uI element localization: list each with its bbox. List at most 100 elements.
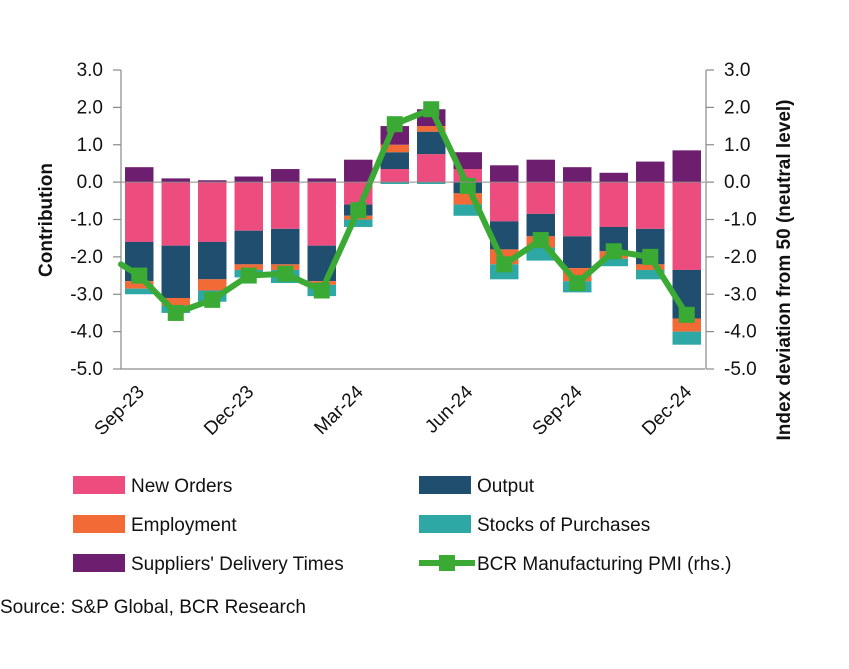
right-y-tick-label: 2.0 xyxy=(724,97,750,118)
bar-segment-output xyxy=(526,213,555,237)
right-y-tick-label: -4.0 xyxy=(724,322,757,343)
legend-label: New Orders xyxy=(131,476,232,497)
legend-color-swatch xyxy=(73,515,125,533)
legend-line-marker xyxy=(439,555,455,571)
legend-label: Output xyxy=(477,476,535,497)
pmi-point-marker xyxy=(569,275,586,292)
pmi-point-marker xyxy=(131,267,148,284)
pmi-line-series xyxy=(118,101,695,323)
right-y-tick-label: -3.0 xyxy=(724,284,757,305)
x-tick-label: Sep-23 xyxy=(91,382,149,440)
left-y-tick-label: -3.0 xyxy=(70,284,103,305)
left-y-tick-label: -4.0 xyxy=(70,322,103,343)
bar-segment-suppliers-delivery-times xyxy=(563,167,592,183)
pmi-point-marker xyxy=(496,256,513,273)
bar-segment-output xyxy=(161,245,190,298)
right-y-tick-label: -2.0 xyxy=(724,247,757,268)
legend-label: Employment xyxy=(131,515,237,536)
right-y-tick-label: 1.0 xyxy=(724,135,750,156)
bar-segment-suppliers-delivery-times xyxy=(344,159,373,183)
bar-segment-employment xyxy=(453,193,482,205)
bar-segment-stocks-of-purchases xyxy=(417,182,446,184)
bar-segment-employment xyxy=(380,144,409,153)
bar-segment-employment xyxy=(125,281,154,289)
pmi-point-marker xyxy=(386,116,403,133)
bar-segment-new-orders xyxy=(307,182,336,246)
bar-segment-output xyxy=(417,131,446,155)
legend-label: Suppliers' Delivery Times xyxy=(131,554,344,575)
pmi-point-marker xyxy=(204,291,221,308)
x-tick-label: Dec-23 xyxy=(200,382,258,440)
bar-segment-suppliers-delivery-times xyxy=(198,180,227,183)
left-y-tick-label: 1.0 xyxy=(77,135,103,156)
bar-segment-employment xyxy=(198,279,227,291)
pmi-point-marker xyxy=(605,243,622,260)
bar-segment-stocks-of-purchases xyxy=(672,331,701,345)
pmi-point-marker xyxy=(642,248,659,265)
bar-segment-stocks-of-purchases xyxy=(453,204,482,216)
legend: New Orders Output Employment Stocks of Purc… xyxy=(73,476,731,575)
left-y-tick-label: 3.0 xyxy=(77,60,103,81)
x-tick-label: Mar-24 xyxy=(310,381,368,439)
pmi-point-marker xyxy=(532,232,549,249)
bar-segment-stocks-of-purchases xyxy=(380,182,409,184)
bar-segment-suppliers-delivery-times xyxy=(636,161,665,183)
pmi-point-marker xyxy=(277,265,294,282)
bar-segment-employment xyxy=(417,126,446,132)
bar-segment-output xyxy=(234,230,263,265)
left-y-tick-label: 2.0 xyxy=(77,97,103,118)
bar-segment-suppliers-delivery-times xyxy=(672,150,701,183)
left-y-tick-label: -2.0 xyxy=(70,247,103,268)
legend-color-swatch xyxy=(73,476,125,494)
legend-item: BCR Manufacturing PMI (rhs.) xyxy=(419,554,731,575)
bar-segment-new-orders xyxy=(161,182,190,246)
pmi-point-marker xyxy=(678,306,695,323)
left-y-tick-label: -5.0 xyxy=(70,359,103,380)
legend-label: Stocks of Purchases xyxy=(477,515,650,536)
left-y-axis-title: Contribution xyxy=(36,163,57,277)
bar-segment-stocks-of-purchases xyxy=(636,269,665,280)
bar-segment-new-orders xyxy=(672,182,701,270)
pmi-point-marker xyxy=(240,267,257,284)
bar-segment-stocks-of-purchases xyxy=(599,258,628,267)
legend-item: Output xyxy=(419,476,535,497)
left-y-tick-label: 0.0 xyxy=(77,172,103,193)
legend-color-swatch xyxy=(419,515,471,533)
legend-color-swatch xyxy=(73,554,125,572)
legend-item: Suppliers' Delivery Times xyxy=(73,554,344,575)
source-note: Source: S&P Global, BCR Research xyxy=(0,597,306,618)
bar-segment-employment xyxy=(161,297,190,306)
stacked-bars xyxy=(125,109,701,345)
bar-segment-new-orders xyxy=(198,182,227,242)
right-y-tick-label: -1.0 xyxy=(724,210,757,231)
bar-segment-suppliers-delivery-times xyxy=(271,169,300,183)
bar-segment-suppliers-delivery-times xyxy=(125,167,154,183)
bar-segment-new-orders xyxy=(234,182,263,231)
pmi-point-marker xyxy=(459,177,476,194)
bar-segment-new-orders xyxy=(490,182,519,222)
bar-segment-stocks-of-purchases xyxy=(125,288,154,295)
bar-segment-new-orders xyxy=(563,182,592,237)
bar-segment-employment xyxy=(636,264,665,270)
right-y-tick-label: 0.0 xyxy=(724,172,750,193)
x-tick-label: Dec-24 xyxy=(638,381,696,439)
bar-segment-new-orders xyxy=(417,154,446,183)
pmi-point-marker xyxy=(167,304,184,321)
bar-segment-output xyxy=(380,152,409,170)
bar-segment-new-orders xyxy=(271,182,300,229)
pmi-point-marker xyxy=(313,282,330,299)
left-y-axis: 3.0 2.0 1.0 0.0 -1.0 -2.0 -3.0 -4.0 -5.0 xyxy=(70,60,122,380)
right-y-tick-label: -5.0 xyxy=(724,359,757,380)
bar-segment-suppliers-delivery-times xyxy=(161,178,190,183)
bar-segment-employment xyxy=(234,264,263,270)
bar-segment-suppliers-delivery-times xyxy=(234,176,263,183)
right-y-axis: 3.0 2.0 1.0 0.0 -1.0 -2.0 -3.0 -4.0 -5.0 xyxy=(705,60,757,380)
pmi-point-marker xyxy=(423,101,440,118)
legend-item: Employment xyxy=(73,515,237,536)
bar-segment-output xyxy=(271,228,300,265)
bar-segment-suppliers-delivery-times xyxy=(490,165,519,183)
bar-segment-new-orders xyxy=(526,182,555,214)
legend-item: Stocks of Purchases xyxy=(419,515,650,536)
